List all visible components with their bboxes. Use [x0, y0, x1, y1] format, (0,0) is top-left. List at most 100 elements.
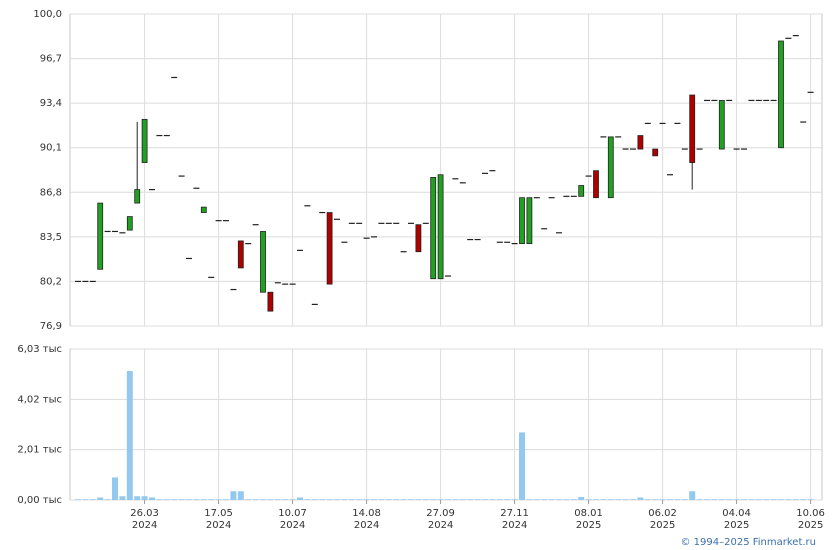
volume-bar: [741, 499, 747, 500]
candle-body: [141, 118, 148, 163]
candle-body: [637, 135, 644, 150]
volume-bar: [519, 432, 525, 500]
volume-bar: [792, 499, 799, 500]
candle-body: [437, 174, 444, 280]
volume-bar: [659, 499, 666, 500]
x-tick-label: 14.08 2024: [352, 508, 381, 531]
candle-body: [578, 185, 585, 197]
volume-bar: [408, 499, 414, 500]
volume-bar: [430, 499, 437, 500]
volume-bar: [223, 499, 229, 500]
volume-bar: [156, 499, 163, 500]
volume-bar: [274, 499, 281, 500]
volume-bar: [556, 499, 562, 500]
volume-bar: [393, 499, 400, 500]
x-tick-label: 04.04 2025: [722, 508, 751, 531]
volume-bar: [230, 491, 237, 500]
volume-bar: [607, 499, 614, 500]
volume-bar: [326, 499, 333, 500]
volume-bar: [311, 499, 318, 500]
volume-bar: [689, 491, 696, 500]
volume-bar: [178, 499, 185, 500]
volume-bar: [615, 499, 622, 500]
candle-body: [430, 177, 437, 280]
candle-body: [526, 197, 533, 245]
volume-bar: [511, 499, 518, 500]
x-tick-label: 08.01 2025: [574, 508, 603, 531]
candle-body: [326, 212, 333, 285]
volume-bar: [385, 499, 392, 500]
candle-body: [97, 202, 104, 270]
candle-body: [718, 100, 725, 150]
volume-bar: [704, 499, 710, 500]
volume-bar: [75, 499, 81, 500]
volume-bar: [622, 499, 629, 500]
candle-body: [415, 224, 422, 253]
volume-bar: [200, 499, 207, 500]
x-tick-label: 10.07 2024: [278, 508, 307, 531]
volume-bar: [637, 497, 644, 500]
volume-bar: [600, 499, 607, 500]
volume-bar: [215, 499, 222, 500]
y-tick-label: 86,8: [40, 187, 62, 198]
volume-bar: [171, 499, 178, 500]
y-tick-label: 2,01 тыс: [17, 445, 62, 456]
volume-bar: [593, 499, 599, 500]
volume-bar: [134, 496, 141, 500]
x-tick-label: 26.03 2024: [130, 508, 159, 531]
volume-bar: [437, 499, 444, 500]
volume-bar: [733, 499, 740, 500]
volume-bar: [748, 499, 755, 500]
volume-bar: [778, 499, 784, 500]
volume-bar: [297, 497, 303, 500]
volume-bar: [267, 499, 274, 500]
volume-bar: [674, 499, 681, 500]
volume-bar: [763, 499, 770, 500]
candle-body: [134, 189, 141, 204]
volume-bar: [489, 499, 496, 500]
volume-bar: [104, 499, 111, 500]
candle-body: [260, 231, 266, 293]
y-tick-label: 76,9: [40, 321, 62, 332]
volume-bar: [630, 499, 636, 500]
volume-bar: [563, 499, 570, 500]
volume-bar: [422, 499, 429, 500]
volume-panel: [69, 348, 823, 501]
volume-bar: [237, 491, 244, 500]
volume-bar: [319, 499, 326, 500]
volume-bar: [548, 499, 555, 500]
volume-bar: [785, 499, 792, 500]
volume-bar: [452, 499, 459, 500]
volume-bar: [334, 499, 340, 500]
volume-bar: [97, 497, 104, 500]
volume-bar: [82, 499, 89, 500]
y-tick-label: 83,5: [40, 232, 62, 243]
candle-body: [200, 206, 207, 213]
volume-bar: [289, 499, 296, 500]
volume-bar: [371, 499, 377, 500]
volume-bar: [711, 499, 718, 500]
volume-bar: [163, 499, 170, 500]
y-tick-label: 96,7: [40, 54, 62, 65]
volume-bar: [208, 499, 215, 500]
y-tick-label: 0,00 тыс: [17, 495, 62, 506]
candle-body: [593, 170, 599, 199]
candle-body: [267, 291, 274, 312]
volume-bar: [467, 499, 474, 500]
candle-body: [652, 148, 659, 157]
candle-body: [607, 136, 614, 199]
volume-bar: [526, 499, 533, 500]
volume-bar: [541, 499, 548, 500]
volume-bar: [149, 497, 155, 500]
y-tick-label: 100,0: [33, 9, 62, 20]
volume-bar: [193, 499, 200, 500]
volume-bar: [341, 499, 348, 500]
volume-bar: [304, 499, 311, 500]
volume-bar: [415, 499, 422, 500]
candle-body: [237, 240, 244, 269]
volume-bar: [119, 496, 126, 500]
volume-bar: [644, 499, 651, 500]
volume-bar: [474, 499, 481, 500]
volume-bar: [652, 499, 659, 500]
